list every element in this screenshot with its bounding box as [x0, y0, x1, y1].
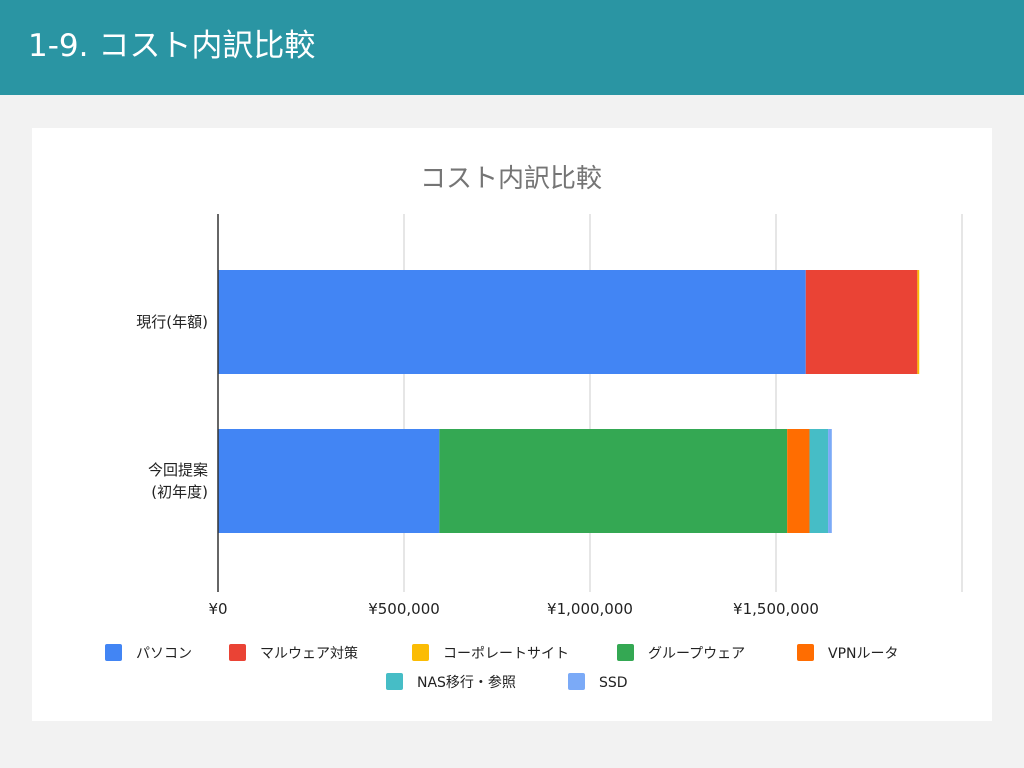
legend-swatch [386, 673, 403, 690]
legend-swatch [105, 644, 122, 661]
legend-label: SSD [599, 675, 628, 691]
legend-label: マルウェア対策 [260, 645, 358, 662]
x-tick-label: ¥1,500,000 [733, 600, 819, 618]
bar-segment [828, 429, 832, 533]
bar-segment [439, 429, 788, 533]
category-label: 現行(年額) [136, 313, 208, 331]
legend-swatch [617, 644, 634, 661]
bar-segment [809, 429, 829, 533]
category-label: (初年度) [151, 483, 208, 501]
category-label: 今回提案 [148, 461, 208, 479]
legend-label: コーポレートサイト [443, 646, 569, 662]
bar-segment [218, 270, 806, 374]
chart-card: コスト内訳比較 現行(年額) 今回提案 (初年度) ¥0 ¥500,000 ¥1,000… [32, 128, 992, 721]
bar-segment [805, 270, 918, 374]
bar-segment [787, 429, 810, 533]
legend-label: VPNルータ [828, 646, 899, 662]
bar-segment [917, 270, 920, 374]
legend-label: NAS移行・参照 [417, 674, 516, 691]
legend-swatch [797, 644, 814, 661]
legend-label: パソコン [136, 646, 192, 662]
chart-title: コスト内訳比較 [420, 164, 602, 194]
legend-swatch [412, 644, 429, 661]
x-tick-label: ¥0 [208, 600, 227, 618]
bar-segment [218, 429, 440, 533]
legend-label: グループウェア [648, 646, 745, 662]
cost-breakdown-chart: コスト内訳比較 現行(年額) 今回提案 (初年度) ¥0 ¥500,000 ¥1,000… [105, 164, 963, 691]
legend-swatch [229, 644, 246, 661]
x-tick-label: ¥500,000 [368, 600, 440, 618]
slide-title: 1-9. コスト内訳比較 [28, 28, 316, 64]
legend-swatch [568, 673, 585, 690]
x-tick-label: ¥1,000,000 [547, 600, 633, 618]
slide-header: 1-9. コスト内訳比較 [0, 0, 1024, 95]
